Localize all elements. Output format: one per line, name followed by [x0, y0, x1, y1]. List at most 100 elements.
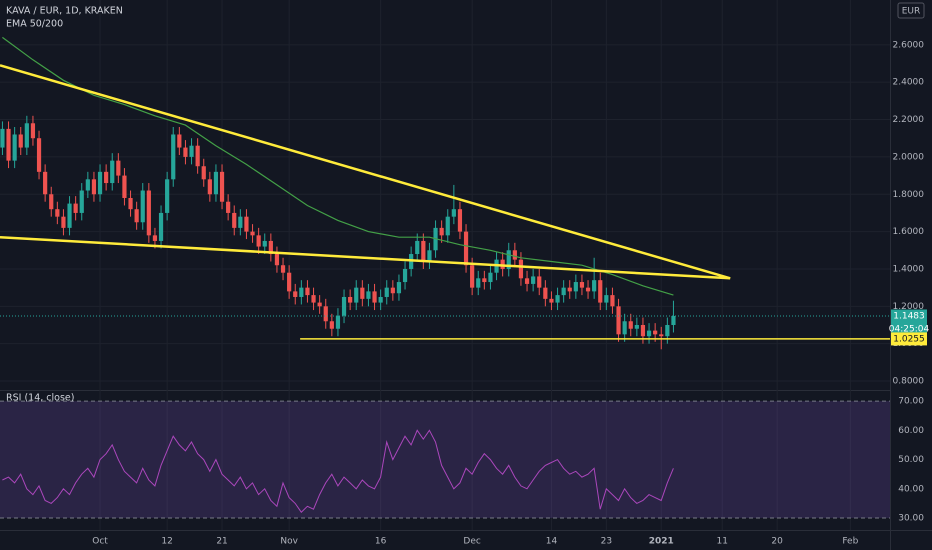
y-tick-label: 70.00 — [898, 397, 924, 407]
candle-body — [622, 321, 627, 335]
candle-body — [116, 160, 121, 176]
candle-body — [616, 306, 621, 335]
candle-body — [567, 287, 572, 292]
candle-body — [506, 250, 511, 269]
candle-body — [537, 276, 542, 288]
candle-body — [213, 171, 219, 195]
rsi-band — [0, 401, 890, 519]
candle-body — [488, 272, 493, 283]
candle-body — [268, 240, 273, 255]
candle-body — [91, 179, 97, 195]
candle-body — [146, 190, 151, 236]
candle-body — [555, 295, 560, 303]
trendline — [0, 64, 731, 280]
candle-body — [244, 216, 249, 232]
candle-body — [61, 216, 66, 228]
rsi-title: RSI (14, close) — [6, 393, 74, 404]
y-tick-label: 2.4000 — [893, 78, 925, 88]
candle-body — [372, 291, 377, 303]
candle-body — [189, 145, 194, 157]
candle-body — [293, 291, 298, 297]
candle-body — [518, 259, 524, 279]
candle-body — [421, 240, 426, 262]
candle-body — [415, 240, 420, 255]
currency-label[interactable]: EUR — [902, 7, 921, 17]
candle-body — [49, 194, 54, 210]
candle-body — [640, 325, 646, 337]
candle-body — [305, 287, 310, 296]
indicator-label: EMA 50/200 — [6, 19, 63, 30]
candle-body — [348, 296, 353, 303]
countdown-label: 04:25:04 — [889, 324, 930, 334]
candle-body — [378, 296, 383, 303]
candle-body — [665, 325, 670, 337]
candle-body — [122, 175, 127, 198]
candle-body — [341, 296, 347, 316]
candle-body — [24, 123, 29, 148]
candle-body — [585, 287, 591, 292]
candle-body — [451, 209, 456, 217]
candle-body — [396, 282, 402, 294]
candle-body — [311, 295, 316, 303]
candle-body — [427, 250, 432, 262]
candle-body — [659, 334, 664, 337]
candle-body — [152, 235, 158, 241]
candle-body — [457, 209, 463, 232]
candle-body — [549, 298, 554, 303]
candle-body — [256, 235, 261, 247]
candle-body — [482, 278, 487, 283]
candle-body — [598, 280, 603, 303]
candle-body — [573, 282, 578, 292]
y-tick-label: 40.00 — [898, 484, 924, 494]
candle-body — [226, 201, 231, 213]
candle-body — [579, 282, 585, 288]
candle-body — [524, 278, 530, 284]
candle-body — [610, 295, 615, 307]
candle-body — [73, 203, 78, 213]
candle-body — [604, 295, 609, 303]
candle-body — [158, 212, 164, 241]
currency-box[interactable] — [897, 2, 925, 19]
candle-body — [104, 171, 109, 184]
price-label: 1.1483 — [893, 311, 925, 321]
candle-body — [463, 231, 469, 266]
candle-body — [445, 216, 450, 236]
candle-body — [360, 287, 365, 299]
candle-body — [79, 190, 84, 213]
candle-body — [287, 272, 292, 292]
candle-body — [274, 254, 280, 266]
x-tick-label: 2021 — [649, 537, 674, 547]
candle-body — [390, 287, 395, 294]
x-tick-label: 16 — [375, 537, 387, 547]
candle-body — [531, 276, 536, 284]
candle-body — [317, 302, 322, 307]
candle-body — [592, 280, 597, 292]
candle-body — [140, 190, 145, 223]
candle-body — [18, 134, 23, 148]
candle-body — [207, 179, 212, 195]
candle-body — [512, 250, 517, 260]
y-tick-label: 1.2000 — [893, 302, 925, 312]
y-tick-label: 0.8000 — [893, 377, 925, 387]
trendline — [0, 235, 731, 280]
labels: 0.80001.00001.20001.40001.60001.80002.00… — [92, 40, 929, 546]
candle-body — [634, 325, 639, 329]
y-tick-label: 2.2000 — [893, 115, 925, 125]
x-tick-label: 11 — [717, 537, 728, 547]
candle-body — [476, 278, 481, 288]
candle-body — [335, 315, 341, 329]
x-tick-label: 12 — [161, 537, 172, 547]
candle-body — [238, 216, 243, 228]
candle-body — [36, 138, 42, 172]
candle-body — [671, 315, 676, 325]
ema-line — [2, 36, 674, 296]
x-tick-label: Feb — [842, 537, 858, 547]
x-tick-label: Dec — [463, 537, 480, 547]
candle-body — [6, 128, 11, 161]
x-tick-label: 20 — [771, 537, 783, 547]
candle-body — [165, 179, 170, 213]
candle-body — [280, 265, 286, 273]
y-tick-label: 1.6000 — [893, 227, 925, 237]
